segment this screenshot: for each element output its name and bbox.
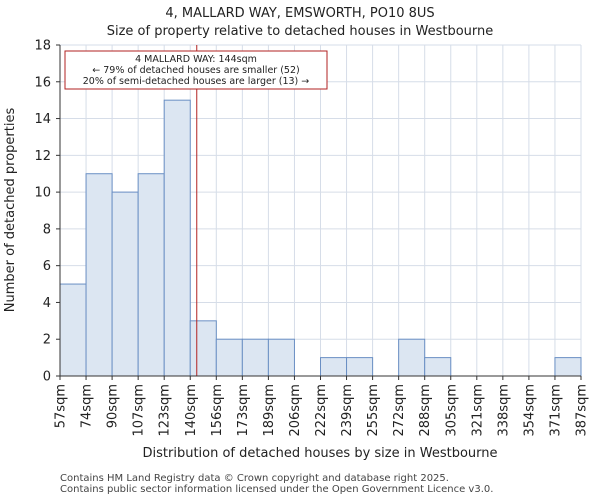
footer: Contains HM Land Registry data © Crown c… — [60, 473, 493, 495]
x-tick-label: 305sqm — [444, 384, 459, 437]
bar — [215, 338, 243, 377]
x-tick-label: 173sqm — [236, 384, 251, 437]
x-tick-label: 371sqm — [548, 384, 563, 437]
y-tick-label: 16 — [34, 75, 51, 90]
x-tick-label: 354sqm — [522, 384, 537, 437]
bar — [241, 338, 269, 377]
bar — [398, 338, 426, 377]
chart-subtitle: Size of property relative to detached ho… — [107, 24, 494, 39]
x-tick-label: 288sqm — [418, 384, 433, 437]
y-tick-labels: 0 2 4 6 8 10 12 14 16 18 — [34, 39, 60, 385]
y-tick-label: 8 — [43, 222, 51, 237]
x-tick-label: 338sqm — [496, 384, 511, 437]
x-tick-label: 206sqm — [288, 384, 303, 437]
annotation-line: 20% of semi-detached houses are larger (… — [83, 76, 310, 87]
annotation-line: 4 MALLARD WAY: 144sqm — [135, 54, 257, 65]
y-tick-label: 14 — [34, 112, 51, 127]
y-tick-label: 6 — [43, 259, 51, 274]
bar — [85, 173, 113, 377]
x-tick-label: 189sqm — [262, 384, 277, 437]
bar — [554, 357, 582, 377]
bar — [111, 191, 139, 377]
x-tick-label: 222sqm — [314, 384, 329, 437]
x-tick-label: 123sqm — [158, 384, 173, 437]
annotation-line: ← 79% of detached houses are smaller (52… — [92, 65, 299, 76]
x-tick-label: 140sqm — [184, 384, 199, 437]
bar — [346, 357, 374, 377]
x-tick-label: 57sqm — [54, 384, 69, 428]
bar — [163, 99, 191, 377]
marker: 4 MALLARD WAY: 144sqm← 79% of detached h… — [64, 45, 328, 376]
x-axis-label: Distribution of detached houses by size … — [143, 446, 498, 461]
bar — [189, 320, 217, 377]
y-tick-label: 4 — [43, 296, 51, 311]
x-tick-labels: 57sqm 74sqm 90sqm 107sqm 123sqm 140sqm 156sqm 1… — [54, 376, 590, 437]
y-tick-label: 0 — [43, 370, 51, 385]
bar — [267, 338, 295, 377]
bar — [137, 173, 165, 377]
y-tick-label: 12 — [34, 149, 51, 164]
annotation-box — [64, 50, 328, 90]
y-tick-label: 10 — [34, 186, 51, 201]
bar — [320, 357, 348, 377]
x-tick-label: 107sqm — [132, 384, 147, 437]
x-tick-label: 74sqm — [80, 384, 95, 428]
y-tick-label: 2 — [43, 333, 51, 348]
bar — [424, 357, 452, 377]
footer-line-1: Contains HM Land Registry data © Crown c… — [60, 473, 449, 484]
y-tick-label: 18 — [34, 39, 51, 54]
x-tick-label: 239sqm — [340, 384, 355, 437]
bar — [59, 283, 87, 377]
x-tick-label: 321sqm — [470, 384, 485, 437]
x-tick-label: 272sqm — [392, 384, 407, 437]
chart-title: 4, MALLARD WAY, EMSWORTH, PO10 8US — [165, 6, 434, 21]
bars — [59, 99, 582, 377]
x-tick-label: 156sqm — [210, 384, 225, 437]
x-tick-label: 255sqm — [366, 384, 381, 437]
x-tick-label: 90sqm — [106, 384, 121, 428]
footer-line-2: Contains public sector information licen… — [60, 484, 494, 495]
x-tick-label: 387sqm — [575, 384, 590, 437]
y-axis-label: Number of detached properties — [3, 108, 18, 313]
